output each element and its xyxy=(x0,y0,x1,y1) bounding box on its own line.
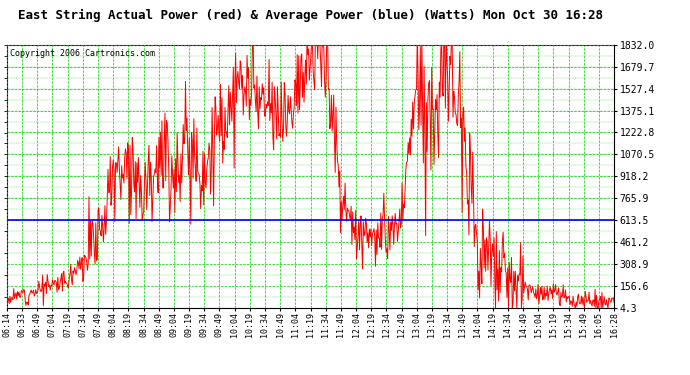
Text: Copyright 2006 Cartronics.com: Copyright 2006 Cartronics.com xyxy=(10,49,155,58)
Text: East String Actual Power (red) & Average Power (blue) (Watts) Mon Oct 30 16:28: East String Actual Power (red) & Average… xyxy=(18,9,603,22)
